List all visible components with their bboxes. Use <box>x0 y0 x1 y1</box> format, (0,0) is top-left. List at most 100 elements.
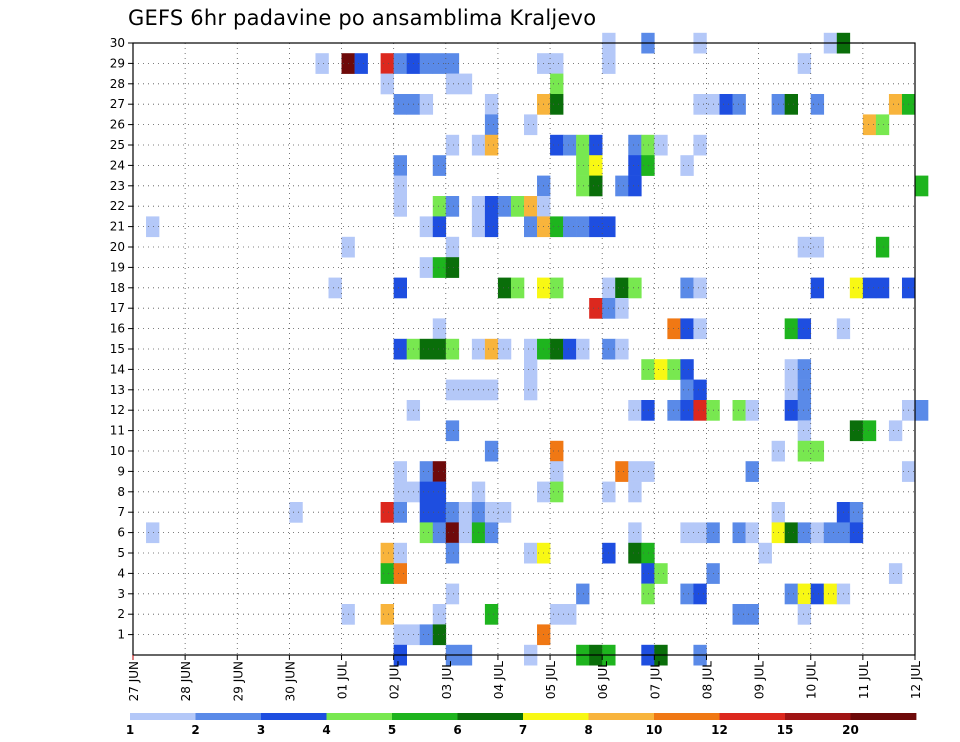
colorbar-swatch <box>719 713 786 720</box>
heatmap-cell <box>146 522 160 544</box>
heatmap-cell <box>550 216 564 238</box>
heatmap-cell <box>550 440 564 462</box>
heatmap-cell <box>641 563 655 584</box>
heatmap-cell <box>732 604 746 625</box>
y-tick-label: 3 <box>117 587 125 601</box>
heatmap-cell <box>393 563 407 584</box>
heatmap-cell <box>888 563 903 584</box>
colorbar-swatch <box>326 713 393 720</box>
heatmap-cell <box>524 338 538 360</box>
x-tick-label: 27 JUN <box>127 661 141 701</box>
heatmap-cell <box>550 94 564 115</box>
heatmap-cell <box>810 583 825 605</box>
heatmap-cell <box>784 94 798 115</box>
y-tick-label: 4 <box>117 566 125 580</box>
y-tick-label: 27 <box>110 97 125 111</box>
heatmap-cell <box>641 461 655 482</box>
heatmap-cell <box>419 53 434 74</box>
heatmap-cell <box>810 277 825 299</box>
y-tick-label: 23 <box>110 179 125 193</box>
heatmap-cell <box>628 175 642 197</box>
heatmap-cell <box>797 440 812 462</box>
heatmap-cell <box>393 624 407 646</box>
heatmap-cell <box>393 277 407 299</box>
y-tick-label: 2 <box>117 607 125 621</box>
heatmap-cell <box>563 134 577 156</box>
x-tick-label: 28 JUN <box>179 661 193 701</box>
heatmap-cell <box>888 420 903 442</box>
heatmap-cell <box>432 522 447 544</box>
heatmap-cell <box>576 338 590 360</box>
heatmap-cell <box>810 236 825 258</box>
heatmap-cell <box>784 318 798 340</box>
heatmap-cell <box>849 420 864 442</box>
heatmap-cell <box>484 604 499 625</box>
y-tick-label: 15 <box>110 342 125 356</box>
heatmap-cell <box>393 461 407 482</box>
heatmap-cell <box>641 542 655 564</box>
heatmap-cell <box>797 379 812 401</box>
heatmap-cell <box>419 624 434 646</box>
x-tick-label: 10 JUL <box>805 661 819 699</box>
heatmap-cell <box>915 175 929 197</box>
heatmap-cell <box>615 277 629 299</box>
y-tick-label: 12 <box>110 403 125 417</box>
heatmap-cell <box>393 175 407 197</box>
heatmap-cell <box>510 277 525 299</box>
heatmap-cell <box>445 73 460 95</box>
heatmap-cell <box>758 542 772 564</box>
heatmap-cell <box>875 277 890 299</box>
y-tick-label: 8 <box>117 485 125 499</box>
heatmap-cell <box>484 216 499 238</box>
heatmap-cell <box>550 277 564 299</box>
heatmap-cell <box>380 542 394 564</box>
heatmap-cell <box>797 236 812 258</box>
y-tick-label: 28 <box>110 77 125 91</box>
y-tick-label: 16 <box>110 322 125 336</box>
heatmap-cell <box>628 155 642 176</box>
heatmap-cell <box>445 420 460 442</box>
heatmap-cell <box>497 277 512 299</box>
heatmap-cell <box>419 216 434 238</box>
heatmap-cell <box>615 298 629 319</box>
heatmap-cell <box>628 522 642 544</box>
heatmap-cell <box>550 461 564 482</box>
colorbar-swatch <box>523 713 589 720</box>
y-axis: 1234567891011121314151617181920212223242… <box>110 36 133 642</box>
heatmap-cell <box>576 583 590 605</box>
heatmap-cell <box>823 522 838 544</box>
x-tick-label: 02 JUL <box>388 661 402 699</box>
heatmap-cell <box>289 502 303 523</box>
heatmap-cell <box>888 94 903 115</box>
y-tick-label: 6 <box>117 526 125 540</box>
heatmap-cell <box>563 216 577 238</box>
heatmap-cell <box>849 277 864 299</box>
colorbar-label: 6 <box>453 723 461 737</box>
heatmap-cell <box>745 400 759 421</box>
heatmap-cell <box>784 359 798 380</box>
colorbar-label: 3 <box>257 723 265 737</box>
heatmap-cell <box>432 53 447 74</box>
heatmap-cell <box>497 196 512 217</box>
heatmap-cell <box>810 440 825 462</box>
heatmap-cell <box>497 338 512 360</box>
heatmap-cell <box>550 134 564 156</box>
y-tick-label: 22 <box>110 199 125 213</box>
colorbar-swatch <box>654 713 720 720</box>
heatmap-cell <box>849 522 864 544</box>
heatmap-cell <box>589 216 603 238</box>
heatmap-cell <box>393 196 407 217</box>
heatmap-cell <box>550 73 564 95</box>
heatmap-cell <box>484 338 499 360</box>
heatmap-cell <box>680 277 694 299</box>
colorbar-label: 20 <box>842 723 859 737</box>
heatmap-cell <box>654 134 668 156</box>
heatmap-cell <box>797 604 812 625</box>
heatmap-cell <box>445 522 460 544</box>
heatmap-cell <box>693 379 707 401</box>
y-tick-label: 5 <box>117 546 125 560</box>
heatmap-cell <box>797 522 812 544</box>
heatmap-cell <box>484 94 499 115</box>
y-tick-label: 11 <box>110 424 125 438</box>
heatmap-cell <box>484 502 499 523</box>
